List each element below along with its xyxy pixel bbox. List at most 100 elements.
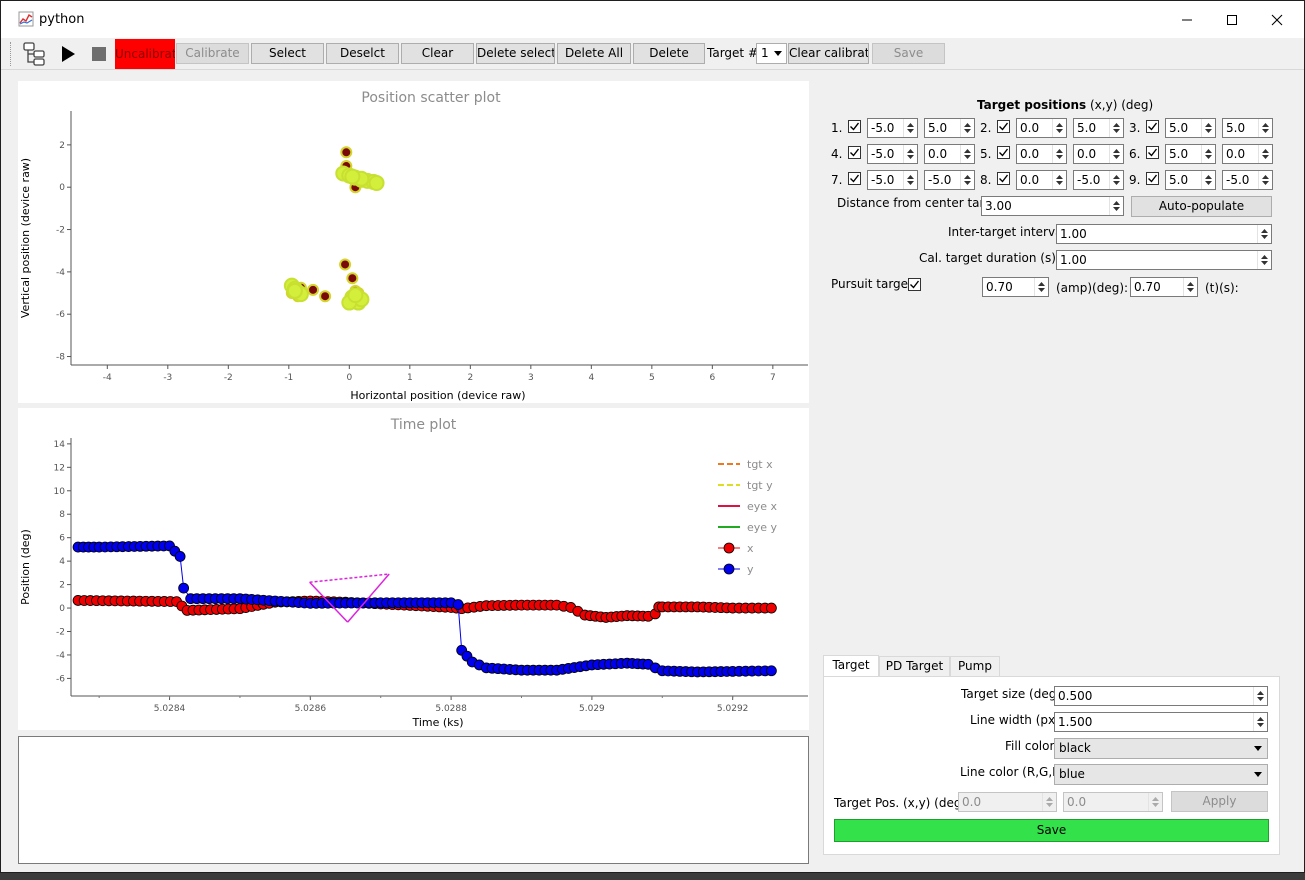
fill-color-select[interactable]: black [1054,738,1268,759]
target-enabled-checkbox-3[interactable] [1146,120,1159,133]
stop-button[interactable] [86,41,112,67]
scatter-x-tick-label: 6 [709,373,715,383]
target-enabled-checkbox-9[interactable] [1146,172,1159,185]
target-2-y-spinbox[interactable]: 5.0 [1073,118,1124,138]
target-5-x-spinbox[interactable]: 0.0 [1016,144,1067,164]
maximize-button[interactable] [1209,1,1255,38]
calibrate-button[interactable]: Calibrate [176,43,249,64]
target-pos-y-spinbox[interactable]: 0.0 [1063,792,1163,812]
delete-button[interactable]: Delete [633,43,705,64]
auto-populate-button[interactable]: Auto-populate [1131,196,1272,217]
delete-all-button[interactable]: Delete All [557,43,631,64]
spin-arrows-icon[interactable] [903,171,917,189]
target-7-x-spinbox[interactable]: -5.0 [867,170,918,190]
spin-arrows-icon[interactable] [1253,713,1267,731]
spin-arrows-icon[interactable] [903,145,917,163]
spin-arrows-icon[interactable] [1034,278,1048,296]
target-enabled-checkbox-2[interactable] [997,120,1010,133]
target-3-y-spinbox[interactable]: 5.0 [1222,118,1273,138]
time-plot[interactable]: Time plot 5.0284 5.0286 5.0288 5.029 5.0292 14… [18,408,809,730]
select-button[interactable]: Select [251,43,324,64]
target-pos-x-spinbox[interactable]: 0.0 [958,792,1057,812]
target-number-select[interactable]: 1 [756,43,787,64]
clear-button[interactable]: Clear [401,43,474,64]
spin-arrows-icon[interactable] [1042,793,1056,811]
spin-arrows-icon[interactable] [1257,225,1271,243]
target-6-x-spinbox[interactable]: 5.0 [1165,144,1216,164]
deselect-button[interactable]: Deselct [326,43,399,64]
target-9-y-spinbox[interactable]: -5.0 [1222,170,1273,190]
delete-selected-button[interactable]: Delete selected [476,43,555,64]
fill-color-value: black [1059,741,1091,755]
target-3-x-spinbox[interactable]: 5.0 [1165,118,1216,138]
spin-arrows-icon[interactable] [1201,171,1215,189]
save-button[interactable]: Save [834,819,1269,842]
target-1-y-spinbox[interactable]: 5.0 [924,118,975,138]
spin-arrows-icon[interactable] [1258,171,1272,189]
target-3-y-value: 5.0 [1226,121,1246,135]
spin-arrows-icon[interactable] [960,171,974,189]
spin-arrows-icon[interactable] [960,119,974,137]
spin-arrows-icon[interactable] [1257,251,1271,269]
target-8-y-value: -5.0 [1077,173,1101,187]
apply-button[interactable]: Apply [1171,791,1268,812]
target-enabled-checkbox-8[interactable] [997,172,1010,185]
log-output[interactable] [18,736,809,864]
spin-arrows-icon[interactable] [1109,197,1123,215]
cal-target-duration-spinbox[interactable]: 1.00 [1056,250,1272,270]
spin-arrows-icon[interactable] [1148,793,1162,811]
scatter-plot-panel[interactable]: Position scatter plot -4 -3 -2 -1 0 1 2 3 4 5 6 7 2 0 -… [18,81,809,403]
target-9-x-spinbox[interactable]: 5.0 [1165,170,1216,190]
target-7-y-spinbox[interactable]: -5.0 [924,170,975,190]
spin-arrows-icon[interactable] [1109,171,1123,189]
line-color-select[interactable]: blue [1054,764,1268,785]
minimize-button[interactable] [1164,1,1210,38]
toolbar-grip[interactable] [10,42,13,66]
inter-target-interval-spinbox[interactable]: 1.00 [1056,224,1272,244]
time-plot-panel[interactable]: Time plot 5.0284 5.0286 5.0288 5.029 5.0292 14… [18,408,809,730]
scatter-point [339,258,352,271]
spin-arrows-icon[interactable] [1201,145,1215,163]
target-enabled-checkbox-6[interactable] [1146,146,1159,159]
spin-arrows-icon[interactable] [1109,119,1123,137]
distance-spinbox[interactable]: 3.00 [981,196,1124,216]
spin-arrows-icon[interactable] [1109,145,1123,163]
target-4-x-spinbox[interactable]: -5.0 [867,144,918,164]
target-5-y-spinbox[interactable]: 0.0 [1073,144,1124,164]
pursuit-amp-spinbox[interactable]: 0.70 [982,277,1049,297]
spin-arrows-icon[interactable] [1183,278,1197,296]
target-1-x-spinbox[interactable]: -5.0 [867,118,918,138]
line-width-spinbox[interactable]: 1.500 [1054,712,1268,732]
play-button[interactable] [55,41,81,67]
close-button[interactable] [1254,1,1300,38]
target-enabled-checkbox-5[interactable] [997,146,1010,159]
tab-target[interactable]: Target [823,655,879,677]
spin-arrows-icon[interactable] [1052,119,1066,137]
target-enabled-checkbox-4[interactable] [848,146,861,159]
spin-arrows-icon[interactable] [1253,687,1267,705]
target-8-y-spinbox[interactable]: -5.0 [1073,170,1124,190]
spin-arrows-icon[interactable] [960,145,974,163]
scatter-plot[interactable]: Position scatter plot -4 -3 -2 -1 0 1 2 3 4 5 6 7 2 0 -… [18,81,809,403]
tab-pd-target[interactable]: PD Target [879,656,950,677]
spin-arrows-icon[interactable] [1052,171,1066,189]
spin-arrows-icon[interactable] [1052,145,1066,163]
target-6-y-spinbox[interactable]: 0.0 [1222,144,1273,164]
spin-arrows-icon[interactable] [903,119,917,137]
tab-pump[interactable]: Pump [950,656,1000,677]
target-number-5: 5. [980,147,992,161]
spin-arrows-icon[interactable] [1258,145,1272,163]
clear-calibration-button[interactable]: Clear calibration [788,43,869,64]
spin-arrows-icon[interactable] [1258,119,1272,137]
toolbar-save-button[interactable]: Save [872,43,945,64]
target-enabled-checkbox-1[interactable] [848,120,861,133]
target-2-x-spinbox[interactable]: 0.0 [1016,118,1067,138]
target-8-x-spinbox[interactable]: 0.0 [1016,170,1067,190]
target-4-y-spinbox[interactable]: 0.0 [924,144,975,164]
hierarchy-button[interactable] [22,41,48,67]
spin-arrows-icon[interactable] [1201,119,1215,137]
target-size-spinbox[interactable]: 0.500 [1054,686,1268,706]
target-enabled-checkbox-7[interactable] [848,172,861,185]
pursuit-t-spinbox[interactable]: 0.70 [1130,277,1198,297]
pursuit-target-checkbox[interactable] [908,278,921,291]
